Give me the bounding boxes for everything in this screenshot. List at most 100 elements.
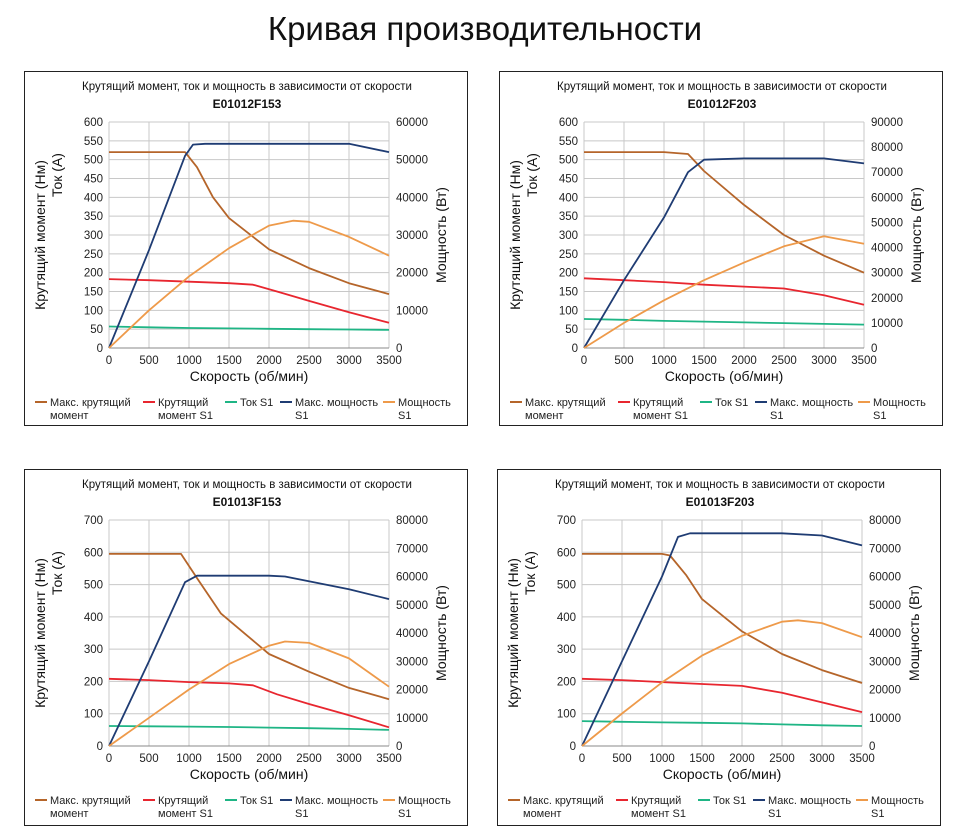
series-line-torque-s1 (108, 278, 390, 324)
legend-label: S1 (873, 410, 886, 422)
series-line-max-torque (109, 151, 390, 295)
series-line-current-s1 (108, 725, 390, 731)
x-tick-label: 3000 (336, 355, 362, 367)
x-tick-label: 1500 (689, 753, 715, 765)
y-right-tick-label: 40000 (396, 192, 428, 204)
x-tick-label: 500 (139, 355, 158, 367)
x-tick-label: 500 (614, 355, 633, 367)
y-left-tick-label: 300 (559, 230, 578, 242)
x-axis-title: Скорость (об/мин) (665, 368, 784, 384)
x-axis-title: Скорость (об/мин) (190, 766, 309, 782)
x-tick-label: 2000 (729, 753, 755, 765)
y-left-tick-label: 250 (84, 249, 103, 261)
y-right-tick-label: 0 (871, 343, 877, 355)
y-left-tick-label: 300 (84, 644, 103, 656)
y-right-tick-label: 80000 (869, 515, 901, 527)
y-left-tick-label: 500 (557, 580, 576, 592)
x-tick-label: 1500 (216, 753, 242, 765)
legend-label: Макс. крутящий (525, 397, 606, 409)
y-left-tick-label: 0 (97, 343, 103, 355)
x-tick-label: 3500 (851, 355, 877, 367)
y-left-tick-label: 400 (84, 612, 103, 624)
y-right-tick-label: 30000 (396, 656, 428, 668)
chart-panel-e01012f153: Крутящий момент, ток и мощность в зависи… (24, 71, 468, 426)
y-left-tick-label: 150 (559, 287, 578, 299)
chart-svg: Крутящий момент, ток и мощность в зависи… (32, 81, 451, 422)
y-left-tick-label: 400 (557, 612, 576, 624)
x-tick-label: 500 (139, 753, 158, 765)
x-tick-label: 3000 (336, 753, 362, 765)
chart-model-label: E01013F153 (213, 495, 282, 509)
x-tick-label: 3000 (809, 753, 835, 765)
y-left-tick-label: 700 (557, 515, 576, 527)
y-right-tick-label: 30000 (396, 230, 428, 242)
y-left-tick-label: 350 (559, 211, 578, 223)
series-line-max-torque (584, 151, 865, 274)
legend-label: S1 (295, 808, 308, 820)
chart-svg: Крутящий момент, ток и мощность в зависи… (32, 479, 451, 820)
y-right-tick-label: 0 (396, 343, 402, 355)
legend-label: Ток S1 (240, 397, 273, 409)
page-title: Кривая производительности (267, 10, 703, 47)
y-right-tick-label: 0 (869, 741, 875, 753)
legend-label: Мощность (398, 795, 451, 807)
y-left-tick-label: 400 (84, 192, 103, 204)
y-right-tick-label: 70000 (871, 167, 903, 179)
y-right-tick-label: 10000 (396, 305, 428, 317)
y-right-tick-label: 50000 (871, 217, 903, 229)
series-line-torque-s1 (583, 277, 865, 306)
y-left-axis-title-current: Ток (А) (49, 153, 65, 197)
y-left-tick-label: 600 (557, 547, 576, 559)
legend-label: Ток S1 (240, 795, 273, 807)
series-line-current-s1 (108, 325, 390, 331)
y-right-tick-label: 60000 (871, 192, 903, 204)
series-line-current-s1 (581, 720, 863, 727)
x-tick-label: 2500 (296, 753, 322, 765)
x-tick-label: 2500 (769, 753, 795, 765)
legend-label: Мощность (398, 397, 451, 409)
y-left-tick-label: 50 (90, 324, 103, 336)
y-left-tick-label: 350 (84, 211, 103, 223)
x-tick-label: 3500 (376, 355, 402, 367)
y-right-tick-label: 20000 (396, 685, 428, 697)
x-axis-title: Скорость (об/мин) (663, 766, 782, 782)
series-line-max-torque (109, 553, 390, 701)
y-left-tick-label: 150 (84, 287, 103, 299)
y-left-tick-label: 50 (565, 324, 578, 336)
legend-label: Макс. мощность (295, 795, 378, 807)
x-tick-label: 2000 (256, 753, 282, 765)
y-left-tick-label: 700 (84, 515, 103, 527)
legend-label: S1 (398, 410, 411, 422)
series-line-power-s1 (108, 219, 390, 349)
legend-label: момент S1 (158, 410, 213, 422)
legend-label: момент S1 (633, 410, 688, 422)
y-right-axis-title: Мощность (Вт) (433, 187, 449, 283)
legend-label: момент (523, 808, 561, 820)
legend-label: момент S1 (631, 808, 686, 820)
x-tick-label: 0 (106, 753, 112, 765)
x-axis-title: Скорость (об/мин) (190, 368, 309, 384)
y-left-tick-label: 300 (557, 644, 576, 656)
y-left-tick-label: 200 (84, 676, 103, 688)
series-line-max-power (583, 157, 865, 349)
chart-title: Крутящий момент, ток и мощность в зависи… (82, 81, 412, 93)
y-left-tick-label: 400 (559, 192, 578, 204)
y-left-tick-label: 200 (559, 268, 578, 280)
legend-label: Макс. мощность (770, 397, 853, 409)
chart-model-label: E01012F153 (213, 97, 282, 111)
x-tick-label: 1500 (691, 355, 717, 367)
chart-svg: Крутящий момент, ток и мощность в зависи… (505, 479, 924, 820)
y-left-tick-label: 0 (572, 343, 578, 355)
y-left-tick-label: 100 (557, 709, 576, 721)
legend-label: Макс. крутящий (50, 795, 131, 807)
series-line-torque-s1 (108, 677, 390, 729)
y-left-axis-title-torque: Крутящий момент (Нм) (507, 160, 523, 310)
x-tick-label: 1000 (176, 355, 202, 367)
